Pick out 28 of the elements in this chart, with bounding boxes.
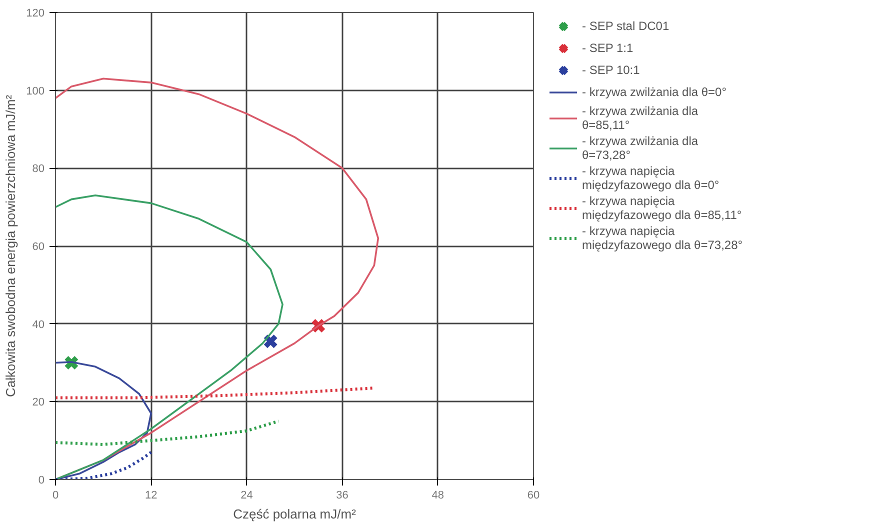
- x-tick-label: 0: [52, 490, 59, 502]
- x-tick-label: 48: [432, 490, 444, 502]
- line-series: [56, 194, 284, 480]
- x-tick-label: 36: [336, 490, 348, 502]
- x-tick-label: 60: [527, 490, 540, 502]
- y-tick-label: 120: [26, 8, 45, 20]
- y-tick-label: 40: [32, 318, 45, 331]
- legend-label: - SEP 10:1: [582, 63, 640, 77]
- line-series: [56, 450, 153, 480]
- legend-label: - krzywa napięcia międzyfazowego dla θ=73,28°: [582, 224, 743, 252]
- x-tick-label: 24: [240, 490, 253, 502]
- legend-label: - krzywa napięcia międzyfazowego dla θ=85,11°: [582, 194, 742, 222]
- line-series: [56, 420, 280, 446]
- legend-label: - krzywa zwilżania dla θ=73,28°: [582, 134, 698, 162]
- line-series: [56, 361, 152, 480]
- legend-label: - krzywa zwilżania dla θ=85,11°: [582, 104, 698, 132]
- y-tick-label: 20: [32, 396, 45, 409]
- legend-label: - krzywa zwilżania dla θ=0°: [582, 85, 727, 99]
- y-axis-title: Całkowita swobodna energia powierzchniowa mJ/m²: [3, 94, 18, 398]
- y-tick-label: 0: [38, 474, 45, 486]
- x-axis-title: Część polarna mJ/m²: [233, 506, 357, 522]
- legend-label: - SEP stal DC01: [582, 19, 670, 33]
- y-tick-label: 60: [32, 241, 45, 253]
- y-tick-label: 100: [26, 85, 45, 98]
- legend-label: - SEP 1:1: [582, 41, 634, 55]
- y-tick-label: 80: [32, 163, 45, 176]
- x-tick-label: 12: [144, 490, 158, 502]
- legend-label: - krzywa napięcia międzyfazowego dla θ=0°: [582, 164, 720, 192]
